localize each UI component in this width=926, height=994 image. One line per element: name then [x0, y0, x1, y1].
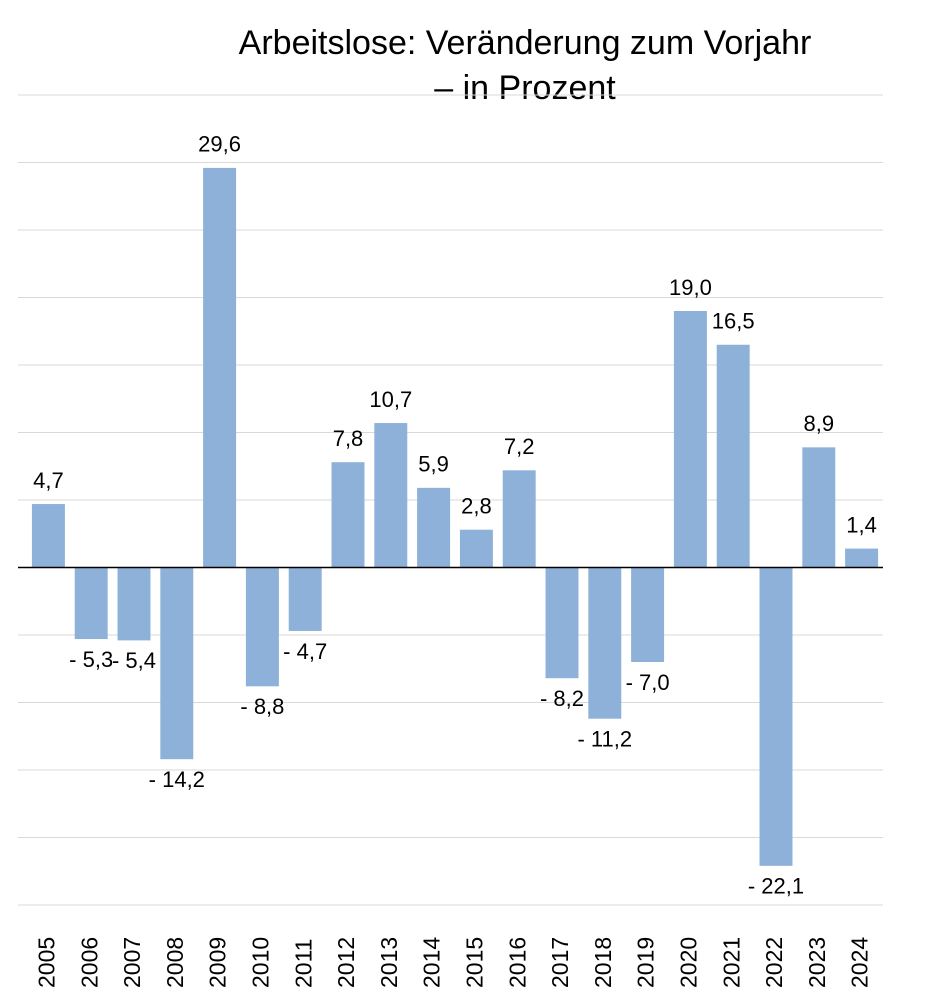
x-tick-label: 2008 [162, 937, 188, 988]
value-label: 4,7 [33, 468, 64, 493]
x-tick-label: 2017 [547, 937, 573, 988]
value-label: 2,8 [461, 494, 492, 519]
x-tick-label: 2023 [804, 937, 830, 988]
x-tick-label: 2020 [675, 937, 701, 988]
value-label: 10,7 [369, 387, 412, 412]
chart-title: Arbeitslose: Veränderung zum Vorjahr [239, 24, 812, 62]
bar [588, 567, 622, 719]
value-label: - 4,7 [283, 639, 327, 664]
value-label: 8,9 [804, 411, 835, 436]
chart-title: – in Prozent [434, 69, 616, 107]
bar [459, 529, 493, 568]
x-tick-label: 2013 [376, 937, 402, 988]
x-tick-label: 2022 [761, 937, 787, 988]
value-label: - 8,2 [540, 686, 584, 711]
bar [331, 462, 365, 568]
x-tick-label: 2010 [247, 937, 273, 988]
x-tick-label: 2015 [461, 937, 487, 988]
value-label: - 5,3 [69, 647, 113, 672]
value-label: - 7,0 [626, 670, 670, 695]
value-label: 5,9 [418, 452, 449, 477]
value-label: - 11,2 [577, 727, 632, 752]
bar [545, 567, 579, 679]
value-label: 1,4 [846, 512, 877, 537]
bar [160, 567, 194, 760]
bar [417, 487, 451, 568]
bar [673, 311, 707, 568]
x-tick-label: 2006 [76, 937, 102, 988]
x-tick-label: 2019 [633, 937, 659, 988]
bar [716, 344, 750, 568]
x-tick-label: 2018 [590, 937, 616, 988]
bar [74, 567, 108, 640]
x-tick-label: 2011 [290, 939, 316, 988]
bar [802, 447, 836, 568]
bar [631, 567, 665, 662]
value-label: 29,6 [198, 132, 241, 157]
value-label: 16,5 [712, 309, 755, 334]
x-tick-label: 2005 [33, 937, 59, 988]
value-label: - 8,8 [240, 694, 284, 719]
x-tick-label: 2014 [419, 937, 445, 988]
x-tick-label: 2009 [205, 937, 231, 988]
value-label: 7,2 [504, 434, 535, 459]
value-label: - 14,2 [149, 767, 205, 792]
x-tick-label: 2021 [718, 937, 744, 988]
value-label: - 5,4 [112, 648, 156, 673]
bar [374, 423, 408, 568]
x-tick-label: 2016 [504, 937, 530, 988]
x-tick-label: 2012 [333, 937, 359, 988]
bar [759, 567, 793, 866]
bar [31, 504, 65, 568]
value-label: 19,0 [669, 275, 712, 300]
x-tick-label: 2007 [119, 937, 145, 988]
bar [502, 470, 536, 568]
bar [117, 567, 151, 641]
bar [288, 567, 322, 631]
bar [845, 548, 879, 568]
value-label: 7,8 [333, 426, 364, 451]
bar [245, 567, 279, 687]
bar [203, 167, 237, 568]
value-label: - 22,1 [748, 874, 804, 899]
x-tick-label: 2024 [847, 937, 873, 988]
